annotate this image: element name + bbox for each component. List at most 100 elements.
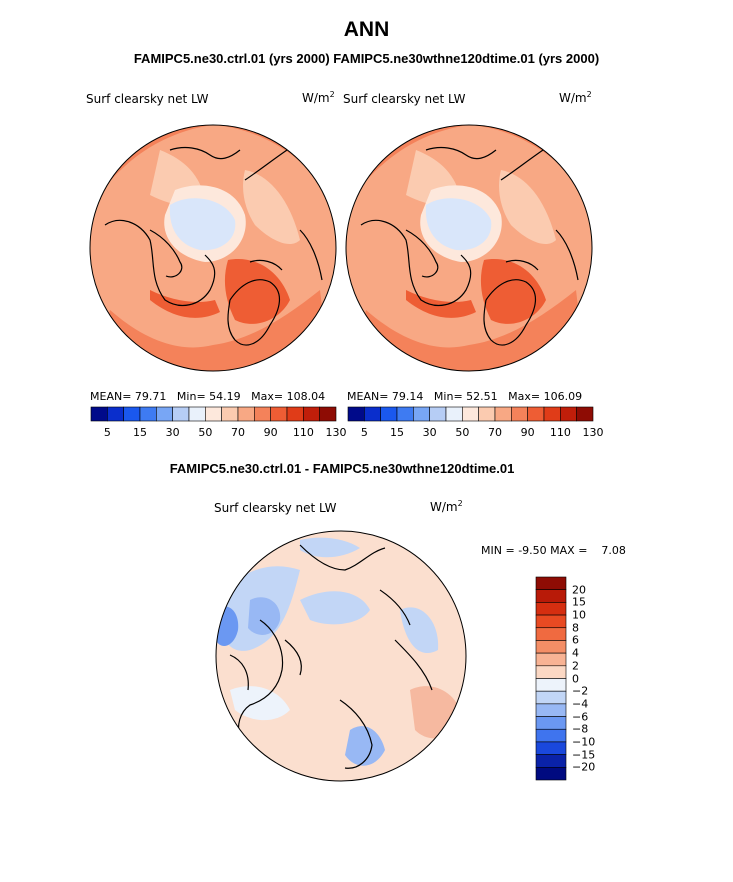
colorbar-swatch: [535, 754, 567, 768]
colorbar-swatch: [462, 406, 479, 422]
left-units-base: W/m: [302, 91, 330, 105]
colorbar-tick-label: 130: [582, 426, 604, 439]
colorbar-tick-label: 90: [520, 426, 535, 439]
right-units-exp: 2: [586, 90, 592, 99]
colorbar-level-label: −10: [572, 735, 596, 749]
colorbar-tick-label: 15: [390, 426, 404, 439]
colorbar-swatch: [535, 627, 567, 641]
colorbar-swatch: [535, 703, 567, 717]
diff-max-value: 7.08: [601, 544, 626, 557]
colorbar-swatch: [319, 406, 337, 422]
diff-units-exp: 2: [457, 499, 463, 508]
diff-min-value: -9.50: [518, 544, 547, 557]
colorbar-swatch: [188, 406, 206, 422]
colorbar-tick-label: 70: [488, 426, 502, 439]
colorbar-swatch: [535, 728, 567, 743]
left-colorbar: [90, 406, 337, 422]
colorbar-tick-label: 50: [455, 426, 470, 439]
colorbar-level-label: −6: [572, 710, 589, 724]
colorbar-swatch: [270, 406, 288, 422]
diff-min-label: MIN =: [481, 544, 515, 557]
left-min-value: 54.19: [209, 390, 241, 403]
colorbar-swatch: [303, 406, 320, 422]
colorbar-swatch: [396, 406, 414, 422]
right-units-base: W/m: [559, 91, 587, 105]
right-min-label: Min=: [433, 390, 463, 403]
colorbar-tick-label: 70: [231, 426, 245, 439]
colorbar-swatch: [543, 406, 561, 422]
colorbar-level-label: −2: [572, 684, 589, 698]
colorbar-swatch: [172, 406, 190, 422]
diff-minmax: MIN = -9.50 MAX = 7.08: [481, 544, 626, 557]
colorbar-swatch: [478, 406, 496, 422]
colorbar-swatch: [535, 652, 567, 667]
left-units-exp: 2: [329, 90, 335, 99]
colorbar-swatch: [535, 640, 567, 654]
colorbar-tick-label: 30: [422, 426, 437, 439]
left-mean-label: MEAN=: [90, 390, 132, 403]
colorbar-swatch: [254, 406, 271, 422]
colorbar-level-label: 10: [572, 608, 586, 622]
colorbar-level-label: 15: [572, 595, 586, 609]
colorbar-swatch: [445, 406, 463, 422]
left-map: [89, 124, 337, 372]
colorbar-tick-label: 50: [198, 426, 213, 439]
colorbar-level-label: 4: [572, 646, 579, 660]
right-max-label: Max=: [508, 390, 541, 403]
left-min-label: Min=: [176, 390, 206, 403]
colorbar-swatch: [535, 665, 567, 679]
right-map: [345, 124, 593, 372]
right-min-value: 52.51: [466, 390, 498, 403]
colorbar-tick-label: 130: [325, 426, 347, 439]
colorbar-swatch: [413, 406, 430, 422]
runs-caption: FAMIPC5.ne30.ctrl.01 (yrs 2000) FAMIPC5.…: [133, 51, 600, 66]
colorbar-swatch: [535, 614, 567, 629]
colorbar-swatch: [535, 576, 567, 590]
colorbar-swatch: [139, 406, 157, 422]
left-max-value: 108.04: [286, 390, 326, 403]
colorbar-level-label: 6: [572, 633, 579, 647]
colorbar-swatch: [494, 406, 512, 422]
left-stats: MEAN= 79.71 Min= 54.19 Max= 108.04: [90, 390, 325, 403]
colorbar-swatch: [535, 716, 567, 730]
colorbar-tick-label: 90: [263, 426, 278, 439]
diff-units-label: W/m2: [430, 499, 463, 514]
right-units-label: W/m2: [559, 90, 592, 105]
colorbar-swatch: [535, 690, 567, 705]
right-colorbar: [347, 406, 594, 422]
difference-colorbar: [535, 576, 567, 781]
colorbar-swatch: [527, 406, 545, 422]
right-max-value: 106.09: [543, 390, 583, 403]
colorbar-tick-label: 5: [360, 426, 368, 439]
colorbar-tick-label: 110: [549, 426, 571, 439]
colorbar-swatch: [576, 406, 594, 422]
colorbar-level-label: 8: [572, 621, 579, 635]
colorbar-level-label: −15: [572, 748, 596, 762]
colorbar-tick-label: 5: [103, 426, 111, 439]
left-variable-label: Surf clearsky net LW: [86, 92, 209, 106]
colorbar-swatch: [123, 406, 141, 422]
colorbar-level-label: −20: [572, 760, 596, 774]
colorbar-tick-label: 110: [292, 426, 314, 439]
left-mean-value: 79.71: [134, 390, 167, 403]
colorbar-swatch: [535, 589, 567, 603]
colorbar-swatch: [90, 406, 108, 422]
colorbar-level-label: 0: [572, 672, 579, 685]
colorbar-level-label: 2: [572, 659, 579, 673]
colorbar-swatch: [511, 406, 528, 422]
colorbar-level-label: −4: [572, 697, 589, 711]
left-units-label: W/m2: [302, 90, 335, 105]
difference-map: [215, 530, 467, 782]
diff-variable-label: Surf clearsky net LW: [214, 501, 337, 515]
right-stats: MEAN= 79.14 Min= 52.51 Max= 106.09: [347, 390, 582, 403]
colorbar-swatch: [429, 406, 447, 422]
colorbar-swatch: [156, 406, 173, 422]
difference-title: FAMIPC5.ne30.ctrl.01 - FAMIPC5.ne30wthne…: [169, 461, 515, 476]
colorbar-tick-label: 15: [133, 426, 147, 439]
colorbar-level-label: −8: [572, 722, 589, 736]
colorbar-swatch: [535, 767, 567, 781]
diff-units-base: W/m: [430, 500, 458, 514]
colorbar-swatch: [237, 406, 255, 422]
right-mean-value: 79.14: [391, 390, 424, 403]
